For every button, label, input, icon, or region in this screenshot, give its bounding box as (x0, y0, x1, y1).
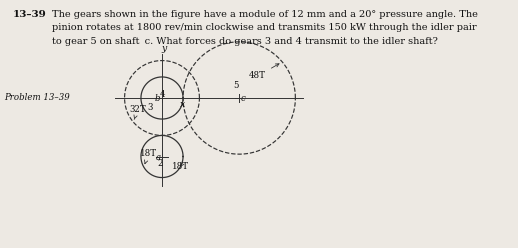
Text: 18T: 18T (172, 162, 189, 171)
Text: 3: 3 (147, 102, 153, 112)
Text: 2: 2 (157, 159, 163, 168)
Text: Problem 13–39: Problem 13–39 (4, 93, 70, 102)
Text: y: y (161, 44, 166, 53)
Text: 4: 4 (160, 90, 166, 99)
Text: The gears shown in the figure have a module of 12 mm and a 20° pressure angle. T: The gears shown in the figure have a mod… (52, 10, 478, 19)
Text: to gear 5 on shaft  ​c. What forces do gears 3 and 4 transmit to the idler shaft: to gear 5 on shaft ​c. What forces do ge… (52, 37, 438, 46)
Text: b: b (155, 94, 161, 103)
Text: 32T: 32T (129, 105, 146, 120)
Text: 5: 5 (234, 81, 239, 90)
Text: 48T: 48T (249, 64, 279, 81)
Text: pinion rotates at 1800 rev/min clockwise and transmits 150 kW through the idler : pinion rotates at 1800 rev/min clockwise… (52, 24, 477, 32)
Text: x: x (180, 100, 185, 110)
Text: 13–39: 13–39 (13, 10, 47, 19)
Text: c: c (240, 94, 246, 103)
Text: a: a (155, 153, 161, 162)
Text: 18T: 18T (140, 149, 157, 164)
